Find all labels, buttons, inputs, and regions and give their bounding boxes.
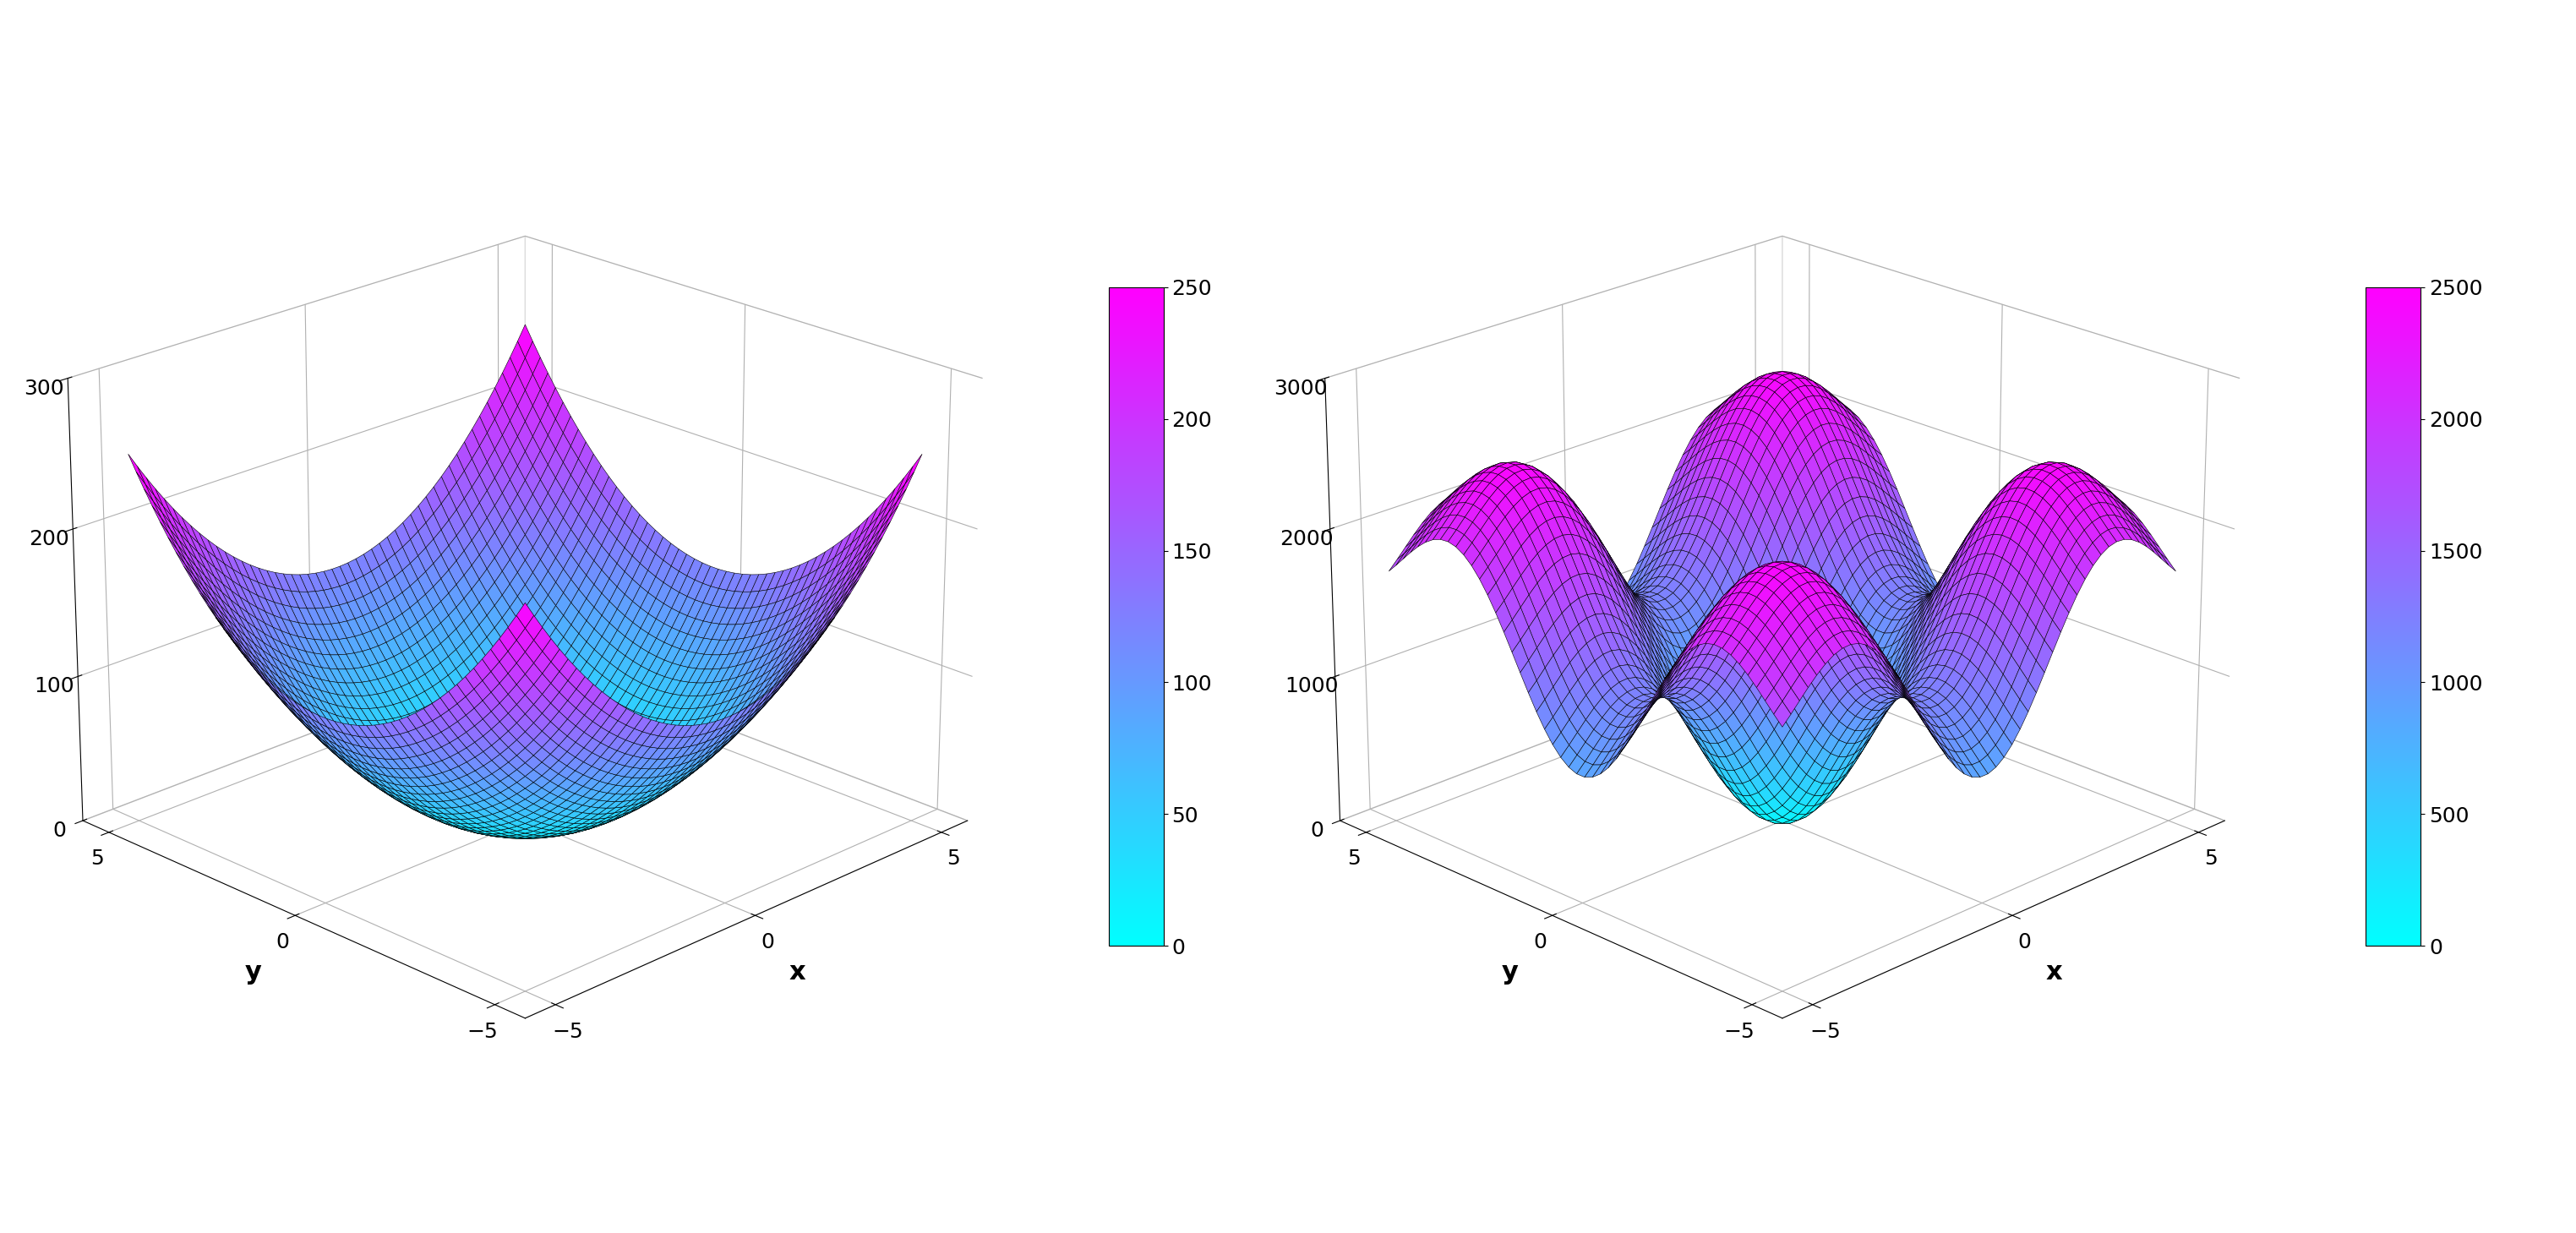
X-axis label: x: x xyxy=(2045,961,2063,985)
Y-axis label: y: y xyxy=(245,961,263,985)
X-axis label: x: x xyxy=(788,961,806,985)
Y-axis label: y: y xyxy=(1502,961,1520,985)
